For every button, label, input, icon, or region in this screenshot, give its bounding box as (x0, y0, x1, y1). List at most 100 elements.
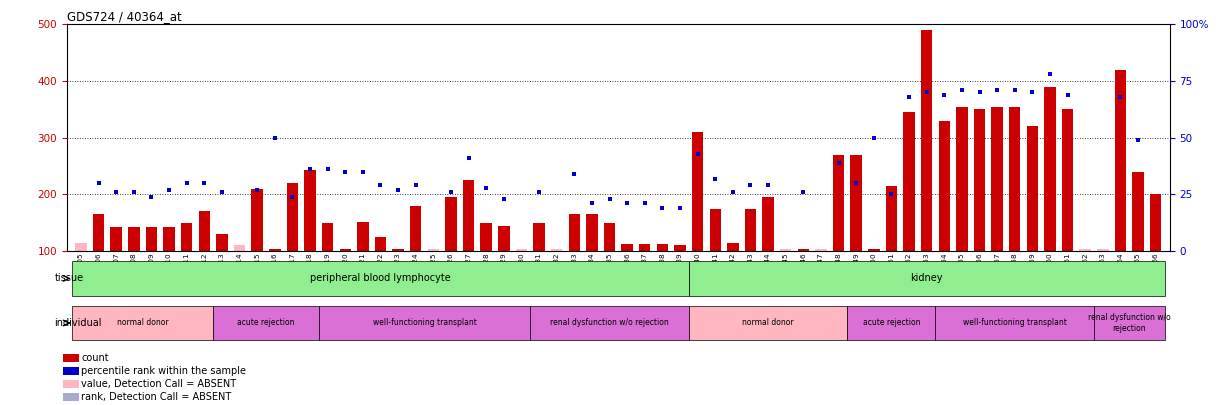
Bar (586, 214, 597, 251)
Bar (428, 249, 439, 251)
Point (124, 189, 143, 195)
Point (882, 191, 901, 198)
Bar (779, 249, 792, 251)
Point (582, 200, 602, 207)
Point (494, 196, 513, 202)
Text: normal donor: normal donor (117, 318, 169, 328)
Text: normal donor: normal donor (742, 318, 794, 328)
Bar (727, 243, 738, 251)
Text: well-functioning transplant: well-functioning transplant (372, 318, 477, 328)
Bar (339, 249, 351, 251)
Text: acute rejection: acute rejection (862, 318, 921, 328)
Point (829, 160, 849, 166)
Point (935, 92, 955, 98)
Bar (75, 243, 86, 251)
Bar (530, 306, 688, 340)
Bar (848, 306, 935, 340)
Bar (657, 244, 668, 251)
Bar (128, 227, 140, 251)
Bar (1094, 306, 1165, 340)
Bar (92, 214, 105, 251)
Point (987, 87, 1007, 93)
Bar (850, 155, 862, 251)
Bar (322, 223, 333, 251)
Point (282, 194, 302, 200)
Point (195, 180, 214, 186)
Bar (935, 306, 1094, 340)
Text: kidney: kidney (911, 273, 942, 283)
Point (846, 180, 866, 186)
Point (1110, 94, 1130, 100)
Bar (640, 244, 651, 251)
Text: renal dysfunction w/o rejection: renal dysfunction w/o rejection (550, 318, 669, 328)
Bar (463, 180, 474, 251)
Point (952, 87, 972, 93)
Bar (304, 170, 316, 251)
Bar (798, 249, 809, 251)
Bar (269, 249, 281, 251)
Point (336, 168, 355, 175)
Bar (833, 155, 844, 251)
Bar (72, 261, 688, 296)
Point (1040, 71, 1059, 77)
Text: well-functioning transplant: well-functioning transplant (963, 318, 1066, 328)
Point (688, 150, 708, 157)
Point (759, 182, 778, 189)
Text: acute rejection: acute rejection (237, 318, 294, 328)
Bar (709, 209, 721, 251)
Point (159, 187, 179, 193)
Text: GDS724 / 40364_at: GDS724 / 40364_at (67, 10, 181, 23)
Bar (1062, 109, 1074, 251)
Point (865, 134, 884, 141)
Text: peripheral blood lymphocyte: peripheral blood lymphocyte (310, 273, 451, 283)
Bar (921, 30, 933, 251)
Point (635, 200, 654, 207)
Point (599, 196, 619, 202)
Point (477, 184, 496, 191)
Bar (688, 306, 848, 340)
Bar (287, 183, 298, 251)
Point (1128, 137, 1148, 143)
Point (317, 166, 337, 173)
Bar (815, 249, 827, 251)
Bar (762, 197, 773, 251)
Bar (675, 245, 686, 251)
Point (247, 187, 266, 193)
Text: count: count (81, 353, 109, 363)
Point (441, 189, 461, 195)
Bar (516, 249, 528, 251)
Point (406, 182, 426, 189)
Bar (688, 261, 1165, 296)
Point (670, 205, 689, 211)
Point (300, 166, 320, 173)
Bar (72, 306, 213, 340)
Bar (939, 121, 950, 251)
Bar (233, 245, 246, 251)
Point (178, 180, 197, 186)
Point (353, 168, 372, 175)
Point (107, 189, 126, 195)
Bar (1132, 172, 1144, 251)
Text: tissue: tissue (55, 273, 84, 283)
Text: value, Detection Call = ABSENT: value, Detection Call = ABSENT (81, 379, 237, 389)
Text: renal dysfunction w/o
rejection: renal dysfunction w/o rejection (1088, 313, 1171, 333)
Bar (480, 223, 492, 251)
Point (213, 189, 232, 195)
Point (1004, 87, 1024, 93)
Bar (868, 249, 879, 251)
Bar (1080, 249, 1091, 251)
Bar (358, 222, 368, 251)
Bar (375, 237, 387, 251)
Bar (1026, 126, 1038, 251)
Point (142, 194, 162, 200)
Bar (393, 249, 404, 251)
Point (564, 171, 584, 177)
Point (265, 134, 285, 141)
Bar (744, 209, 756, 251)
Bar (252, 189, 263, 251)
Bar (956, 107, 968, 251)
Bar (163, 227, 175, 251)
Text: rank, Detection Call = ABSENT: rank, Detection Call = ABSENT (81, 392, 232, 402)
Point (371, 182, 390, 189)
Bar (111, 227, 122, 251)
